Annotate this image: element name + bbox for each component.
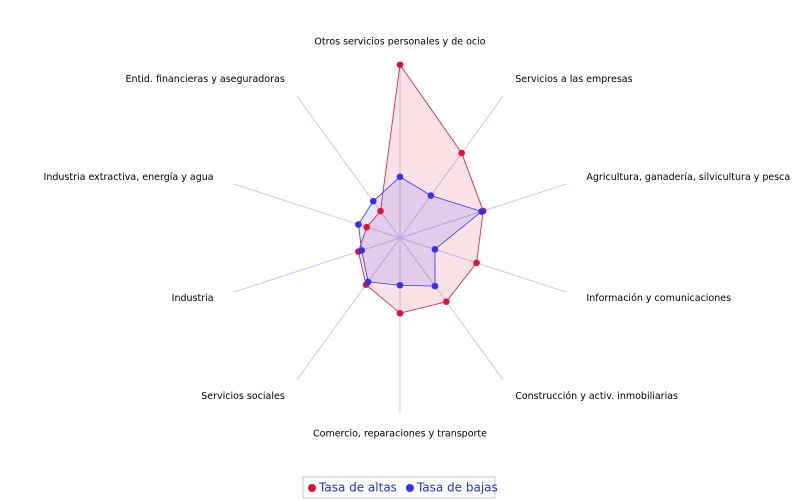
category-label: Comercio, reparaciones y transporte	[313, 429, 487, 440]
radial-axis	[296, 96, 401, 239]
data-point	[473, 259, 480, 267]
data-point	[431, 282, 439, 290]
radial-axis	[399, 96, 504, 239]
data-point	[396, 309, 404, 317]
radial-axis	[233, 237, 401, 293]
category-label: Servicios a las empresas	[515, 74, 632, 85]
radial-axis	[233, 183, 401, 239]
data-point	[377, 207, 384, 215]
legend-marker[interactable]	[308, 484, 316, 492]
data-point	[458, 149, 466, 157]
category-label: Agricultura, ganadería, silvicultura y p…	[586, 172, 790, 183]
data-point	[396, 61, 404, 69]
data-point	[358, 247, 366, 254]
category-label: Industria extractiva, energía y agua	[44, 172, 214, 183]
plot	[355, 61, 487, 317]
legend: Tasa de altas Tasa de bajas	[302, 476, 498, 499]
category-label: Entid. financieras y aseguradoras	[126, 74, 285, 85]
data-point	[478, 208, 485, 215]
legend-marker[interactable]	[405, 484, 414, 492]
category-label: Servicios sociales	[201, 391, 285, 402]
data-point	[396, 173, 404, 181]
data-point	[369, 197, 377, 205]
radial-axis	[399, 237, 504, 380]
data-point	[363, 223, 371, 231]
legend-label[interactable]: Tasa de bajas	[416, 481, 498, 495]
legend-label[interactable]: Tasa de altas	[318, 481, 397, 495]
legend-box	[302, 476, 496, 499]
data-point	[355, 221, 362, 228]
data-point	[431, 246, 439, 253]
axes: Otros servicios personales y de ocio Serv…	[44, 37, 791, 440]
data-point	[442, 298, 450, 306]
radial-axis	[399, 237, 567, 293]
data-point	[427, 192, 435, 199]
category-label: Construcción y activ. inmobiliarias	[515, 391, 678, 402]
data-point	[364, 278, 372, 286]
category-label: Otros servicios personales y de ocio	[314, 37, 485, 48]
radial-axis	[296, 237, 401, 380]
category-label: Industria	[172, 293, 214, 304]
data-point	[396, 281, 404, 289]
category-label: Información y comunicaciones	[586, 293, 731, 304]
